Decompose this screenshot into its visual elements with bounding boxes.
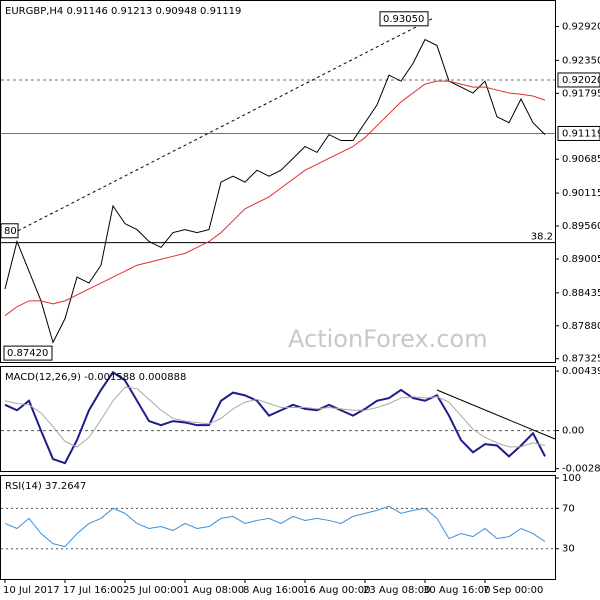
low-label: 0.87420 — [7, 348, 48, 359]
y-tick-label: 0.00439 — [562, 366, 600, 377]
level-box — [557, 72, 600, 88]
x-tick-label: 7 Sep 00:00 — [483, 585, 543, 596]
x-tick-label: 30 Aug 16:00 — [423, 585, 490, 596]
x-tick-label: 25 Jul 00:00 — [123, 585, 183, 596]
trend-line — [17, 18, 433, 232]
y-tick-label: 0.91795 — [562, 88, 600, 99]
x-tick-label: 8 Aug 16:00 — [243, 585, 304, 596]
series-line — [4, 38, 546, 344]
x-tick-label: 10 Jul 2017 — [3, 585, 60, 596]
x-tick-label: 17 Jul 16:00 — [63, 585, 123, 596]
level-box — [557, 125, 600, 141]
series-line — [4, 80, 546, 317]
high-label: 0.93050 — [383, 14, 424, 25]
x-tick-label: 1 Aug 08:00 — [183, 585, 244, 596]
y-tick-label: 0.90685 — [562, 154, 600, 165]
series-line — [4, 370, 546, 465]
low-box — [3, 345, 53, 361]
panel-title: RSI(14) 37.2647 — [5, 481, 86, 492]
series-line — [4, 505, 546, 548]
x-tick-label: 23 Aug 08:00 — [363, 585, 430, 596]
y-tick-label: 0.87325 — [562, 354, 600, 365]
y-tick-label: 0.89560 — [562, 221, 600, 232]
macd-trend — [436, 389, 556, 440]
y-tick-label: 0.92350 — [562, 55, 600, 66]
y-tick-label: 0.92920 — [562, 22, 600, 33]
panel-title: EURGBP,H4 0.91146 0.91213 0.90948 0.9111… — [5, 6, 241, 17]
y-tick-label: 30 — [562, 544, 575, 555]
watermark: ActionForex.com — [288, 325, 488, 353]
panel-title: MACD(12,26,9) -0.001588 0.000888 — [5, 372, 186, 383]
anno-label: 80 — [4, 226, 17, 237]
high-box — [379, 11, 429, 27]
price-frame — [0, 0, 556, 363]
level-label: 0.91119 — [562, 128, 600, 139]
level-label: 0.92020 — [562, 75, 600, 86]
anno-box — [0, 223, 19, 239]
series-line — [4, 386, 546, 448]
rsi-frame — [0, 475, 556, 580]
y-tick-label: 70 — [562, 503, 575, 514]
y-tick-label: 0.00 — [562, 426, 584, 437]
x-tick-label: 16 Aug 00:00 — [303, 585, 370, 596]
y-tick-label: 0.89005 — [562, 254, 600, 265]
y-tick-label: 0.90115 — [562, 188, 600, 199]
macd-frame — [0, 366, 556, 472]
y-tick-label: 100 — [562, 473, 581, 484]
fib-label: 38.2 — [531, 232, 553, 243]
y-tick-label: 0.88435 — [562, 288, 600, 299]
y-tick-label: 0.87880 — [562, 321, 600, 332]
y-tick-label: -0.002809 — [562, 464, 600, 475]
